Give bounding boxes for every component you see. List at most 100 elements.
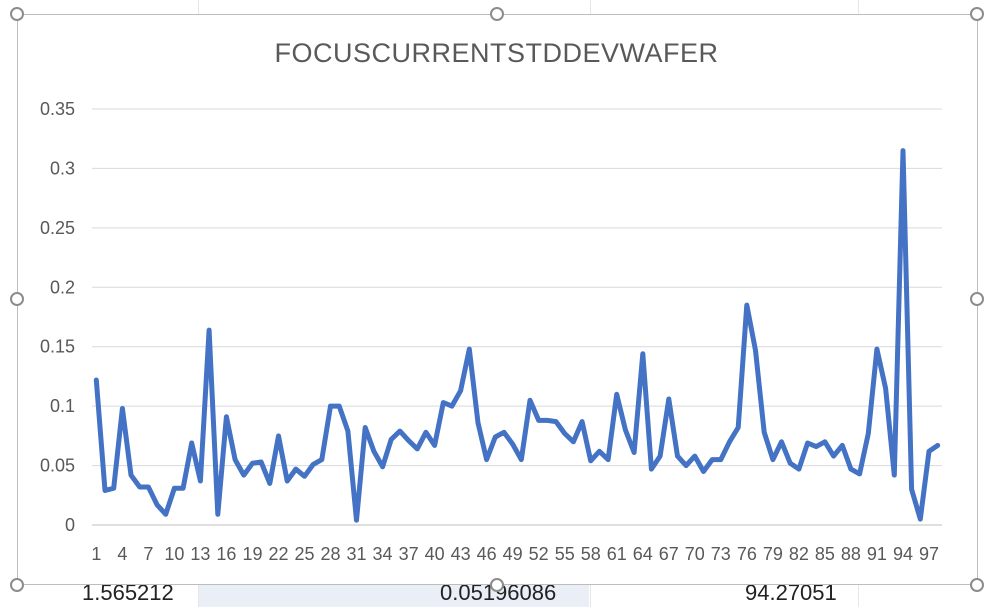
data-point[interactable] (215, 512, 220, 517)
data-point[interactable] (389, 437, 394, 442)
data-point[interactable] (493, 435, 498, 439)
data-point[interactable] (580, 419, 585, 424)
data-point[interactable] (328, 404, 333, 409)
data-point[interactable] (588, 458, 593, 463)
resize-handle-top-right[interactable] (970, 7, 984, 21)
data-point[interactable] (337, 404, 342, 409)
data-point[interactable] (545, 418, 550, 423)
data-point[interactable] (345, 429, 350, 434)
data-point[interactable] (640, 351, 645, 356)
data-point[interactable] (866, 431, 871, 436)
data-point[interactable] (241, 473, 246, 478)
data-point[interactable] (658, 454, 663, 459)
data-point[interactable] (744, 303, 749, 308)
data-point[interactable] (753, 348, 758, 353)
data-point[interactable] (779, 439, 784, 444)
data-point[interactable] (172, 486, 177, 491)
data-point[interactable] (510, 442, 515, 447)
data-point[interactable] (293, 467, 298, 472)
data-point[interactable] (718, 457, 723, 462)
data-point[interactable] (311, 462, 316, 467)
data-point[interactable] (189, 441, 194, 445)
data-point[interactable] (857, 471, 862, 476)
data-point[interactable] (649, 467, 654, 472)
resize-handle-top[interactable] (490, 7, 504, 21)
data-point[interactable] (354, 518, 359, 523)
data-point[interactable] (770, 457, 775, 462)
data-point[interactable] (632, 450, 637, 455)
data-point[interactable] (892, 473, 897, 478)
data-point[interactable] (736, 425, 741, 430)
data-point[interactable] (441, 400, 446, 405)
data-point[interactable] (831, 454, 836, 459)
data-point[interactable] (467, 347, 472, 352)
data-point[interactable] (449, 404, 454, 409)
data-point[interactable] (597, 449, 602, 454)
resize-handle-top-left[interactable] (10, 7, 24, 21)
series-line[interactable] (93, 148, 941, 523)
resize-handle-left[interactable] (10, 292, 24, 306)
data-point[interactable] (198, 479, 203, 483)
data-point[interactable] (397, 429, 402, 434)
data-point[interactable] (224, 414, 229, 419)
data-point[interactable] (606, 457, 611, 462)
data-point[interactable] (554, 419, 558, 424)
data-point[interactable] (822, 439, 827, 444)
data-point[interactable] (458, 388, 463, 393)
data-point[interactable] (927, 449, 931, 454)
resize-handle-bottom[interactable] (490, 578, 504, 592)
data-point[interactable] (371, 449, 376, 454)
data-point[interactable] (901, 148, 905, 153)
data-point[interactable] (302, 474, 307, 479)
data-point[interactable] (155, 502, 160, 507)
resize-handle-right[interactable] (970, 292, 984, 306)
data-point[interactable] (380, 464, 385, 469)
data-point[interactable] (935, 443, 940, 448)
data-point[interactable] (259, 460, 264, 464)
data-point[interactable] (762, 430, 767, 435)
data-point[interactable] (363, 425, 368, 430)
data-point[interactable] (207, 328, 212, 333)
data-point[interactable] (129, 473, 133, 478)
data-point[interactable] (528, 398, 532, 403)
data-point[interactable] (146, 485, 151, 489)
data-point[interactable] (285, 479, 290, 483)
data-point[interactable] (562, 431, 567, 436)
data-point[interactable] (163, 512, 168, 517)
data-point[interactable] (276, 433, 281, 438)
data-point[interactable] (814, 444, 819, 449)
data-point[interactable] (423, 430, 428, 435)
data-point[interactable] (909, 487, 914, 492)
data-point[interactable] (502, 430, 506, 435)
data-point[interactable] (267, 481, 272, 486)
data-point[interactable] (623, 427, 628, 432)
data-point[interactable] (415, 446, 420, 451)
data-point[interactable] (181, 486, 186, 491)
data-point[interactable] (805, 441, 810, 445)
data-point[interactable] (406, 438, 411, 443)
data-point[interactable] (692, 454, 697, 459)
data-point[interactable] (701, 469, 706, 474)
data-point[interactable] (614, 392, 619, 397)
data-point[interactable] (484, 457, 489, 462)
resize-handle-bottom-right[interactable] (970, 578, 984, 592)
data-point[interactable] (519, 457, 524, 462)
data-point[interactable] (319, 457, 324, 462)
data-point[interactable] (476, 420, 480, 425)
resize-handle-bottom-left[interactable] (10, 578, 24, 592)
data-point[interactable] (796, 467, 801, 472)
data-point[interactable] (120, 406, 125, 411)
data-point[interactable] (848, 467, 853, 472)
data-point[interactable] (883, 386, 888, 391)
data-point[interactable] (571, 439, 576, 444)
data-point[interactable] (250, 461, 255, 466)
data-point[interactable] (874, 347, 879, 352)
data-point[interactable] (137, 485, 142, 489)
data-point[interactable] (788, 461, 793, 466)
data-point[interactable] (710, 457, 715, 462)
data-point[interactable] (666, 397, 671, 401)
data-point[interactable] (840, 443, 845, 448)
data-point[interactable] (94, 378, 99, 382)
data-point[interactable] (536, 418, 541, 423)
data-point[interactable] (675, 454, 680, 459)
